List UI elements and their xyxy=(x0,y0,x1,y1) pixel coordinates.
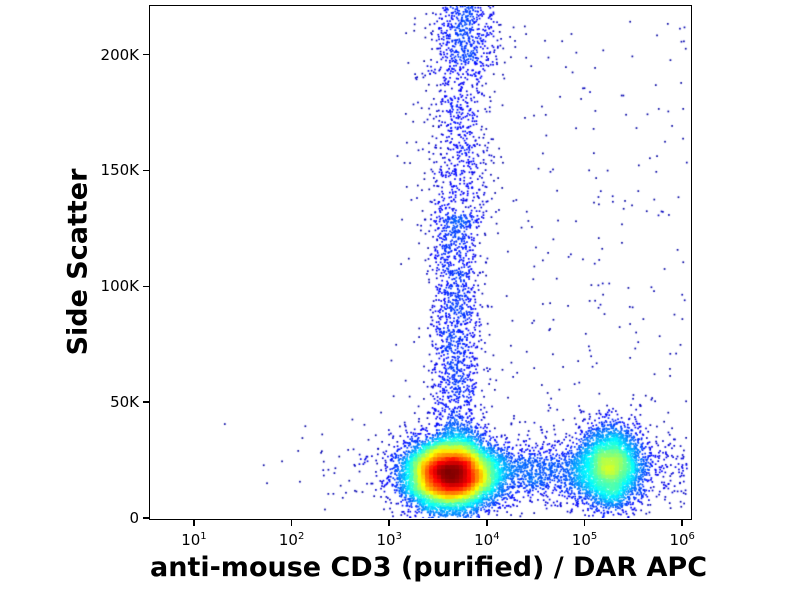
x-tick-label: 105 xyxy=(571,531,598,549)
y-tick-mark xyxy=(142,285,149,288)
x-tick-label: 103 xyxy=(376,531,402,549)
y-tick-mark xyxy=(142,517,149,519)
plot-canvas xyxy=(150,6,690,518)
x-tick-label: 101 xyxy=(181,531,207,549)
x-tick-mark xyxy=(290,519,293,526)
x-axis-title: anti-mouse CD3 (purified) / DAR APC xyxy=(150,552,708,583)
y-tick-label: 0 xyxy=(129,509,139,527)
y-tick-mark xyxy=(142,53,149,56)
y-tick-label: 50K xyxy=(110,393,139,412)
y-tick-mark xyxy=(142,169,149,172)
x-tick-label: 104 xyxy=(474,531,500,549)
y-tick-mark xyxy=(142,401,149,403)
x-tick-mark xyxy=(486,519,488,526)
y-tick-label: 200K xyxy=(100,45,139,64)
y-axis-title: Side Scatter xyxy=(62,168,94,356)
x-tick-mark xyxy=(583,519,586,526)
x-tick-label: 102 xyxy=(278,531,305,549)
x-tick-mark xyxy=(193,519,195,526)
y-tick-label: 150K xyxy=(100,161,139,180)
x-tick-mark xyxy=(681,519,683,526)
y-tick-label: 100K xyxy=(100,277,139,296)
x-tick-mark xyxy=(388,519,390,526)
x-tick-label: 106 xyxy=(669,531,695,549)
